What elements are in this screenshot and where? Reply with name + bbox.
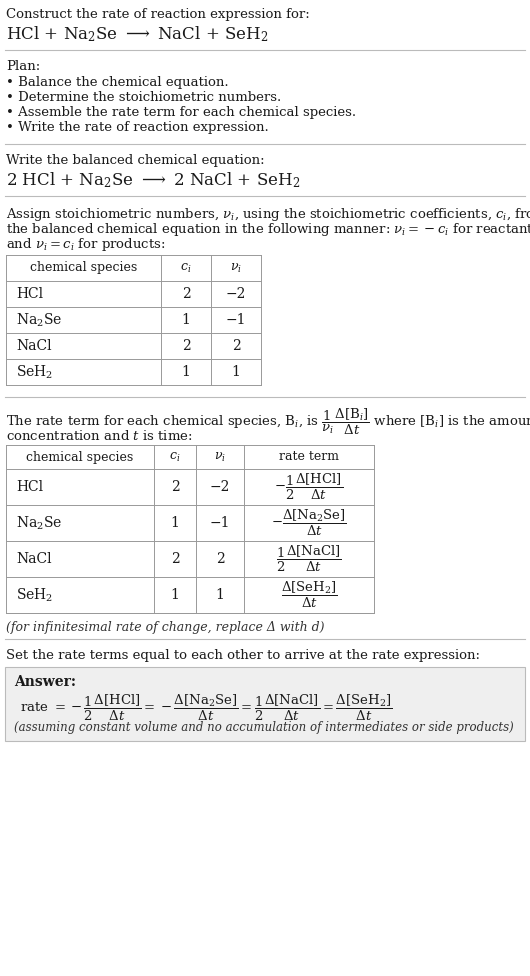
- Text: • Write the rate of reaction expression.: • Write the rate of reaction expression.: [6, 121, 269, 134]
- Text: Write the balanced chemical equation:: Write the balanced chemical equation:: [6, 154, 264, 167]
- Text: concentration and $t$ is time:: concentration and $t$ is time:: [6, 429, 192, 443]
- Text: rate $= -\dfrac{1}{2}\dfrac{\Delta[\mathrm{HCl}]}{\Delta t} = -\dfrac{\Delta[\ma: rate $= -\dfrac{1}{2}\dfrac{\Delta[\math…: [20, 693, 393, 723]
- Text: 2: 2: [182, 287, 190, 301]
- Text: 1: 1: [182, 313, 190, 327]
- Text: 1: 1: [232, 365, 241, 379]
- Text: $\nu_i$: $\nu_i$: [214, 451, 226, 464]
- Text: $c_i$: $c_i$: [169, 451, 181, 464]
- Text: Na$_2$Se: Na$_2$Se: [16, 514, 62, 532]
- Text: SeH$_2$: SeH$_2$: [16, 587, 53, 604]
- Text: The rate term for each chemical species, B$_i$, is $\dfrac{1}{\nu_i}\dfrac{\Delt: The rate term for each chemical species,…: [6, 407, 530, 437]
- Text: NaCl: NaCl: [16, 339, 51, 353]
- Text: 2: 2: [216, 552, 224, 566]
- Text: • Balance the chemical equation.: • Balance the chemical equation.: [6, 76, 228, 89]
- Text: NaCl: NaCl: [16, 552, 51, 566]
- Text: 1: 1: [171, 516, 180, 530]
- Text: • Assemble the rate term for each chemical species.: • Assemble the rate term for each chemic…: [6, 106, 356, 119]
- Text: the balanced chemical equation in the following manner: $\nu_i = -c_i$ for react: the balanced chemical equation in the fo…: [6, 221, 530, 238]
- Text: 1: 1: [182, 365, 190, 379]
- Text: 2: 2: [171, 480, 179, 494]
- Text: $-\dfrac{\Delta[\mathrm{Na_2Se}]}{\Delta t}$: $-\dfrac{\Delta[\mathrm{Na_2Se}]}{\Delta…: [271, 508, 347, 538]
- Text: $-\dfrac{1}{2}\dfrac{\Delta[\mathrm{HCl}]}{\Delta t}$: $-\dfrac{1}{2}\dfrac{\Delta[\mathrm{HCl}…: [275, 472, 343, 502]
- Text: rate term: rate term: [279, 451, 339, 464]
- Text: −2: −2: [210, 480, 230, 494]
- Text: $\dfrac{1}{2}\dfrac{\Delta[\mathrm{NaCl}]}{\Delta t}$: $\dfrac{1}{2}\dfrac{\Delta[\mathrm{NaCl}…: [276, 544, 342, 574]
- Text: 2 HCl + Na$_2$Se $\longrightarrow$ 2 NaCl + SeH$_2$: 2 HCl + Na$_2$Se $\longrightarrow$ 2 NaC…: [6, 170, 300, 189]
- Text: $\dfrac{\Delta[\mathrm{SeH_2}]}{\Delta t}$: $\dfrac{\Delta[\mathrm{SeH_2}]}{\Delta t…: [280, 580, 338, 610]
- Text: 1: 1: [216, 588, 224, 602]
- Text: and $\nu_i = c_i$ for products:: and $\nu_i = c_i$ for products:: [6, 236, 165, 253]
- Text: chemical species: chemical species: [30, 262, 137, 274]
- Text: Set the rate terms equal to each other to arrive at the rate expression:: Set the rate terms equal to each other t…: [6, 649, 480, 662]
- Text: 2: 2: [171, 552, 179, 566]
- Text: SeH$_2$: SeH$_2$: [16, 363, 53, 381]
- Text: (assuming constant volume and no accumulation of intermediates or side products): (assuming constant volume and no accumul…: [14, 721, 514, 734]
- Text: 2: 2: [232, 339, 241, 353]
- Text: HCl: HCl: [16, 480, 43, 494]
- Text: (for infinitesimal rate of change, replace Δ with d): (for infinitesimal rate of change, repla…: [6, 621, 324, 634]
- Text: HCl: HCl: [16, 287, 43, 301]
- Text: 2: 2: [182, 339, 190, 353]
- Text: Answer:: Answer:: [14, 675, 76, 689]
- Text: $c_i$: $c_i$: [180, 262, 192, 274]
- Text: −1: −1: [210, 516, 230, 530]
- Text: $\nu_i$: $\nu_i$: [230, 262, 242, 274]
- Text: Assign stoichiometric numbers, $\nu_i$, using the stoichiometric coefficients, $: Assign stoichiometric numbers, $\nu_i$, …: [6, 206, 530, 223]
- Text: Construct the rate of reaction expression for:: Construct the rate of reaction expressio…: [6, 8, 310, 21]
- Text: HCl + Na$_2$Se $\longrightarrow$ NaCl + SeH$_2$: HCl + Na$_2$Se $\longrightarrow$ NaCl + …: [6, 24, 268, 44]
- FancyBboxPatch shape: [5, 667, 525, 741]
- Text: • Determine the stoichiometric numbers.: • Determine the stoichiometric numbers.: [6, 91, 281, 104]
- Text: Plan:: Plan:: [6, 60, 40, 73]
- Text: −1: −1: [226, 313, 246, 327]
- Text: −2: −2: [226, 287, 246, 301]
- Text: chemical species: chemical species: [26, 451, 134, 464]
- Text: Na$_2$Se: Na$_2$Se: [16, 311, 62, 329]
- Text: 1: 1: [171, 588, 180, 602]
